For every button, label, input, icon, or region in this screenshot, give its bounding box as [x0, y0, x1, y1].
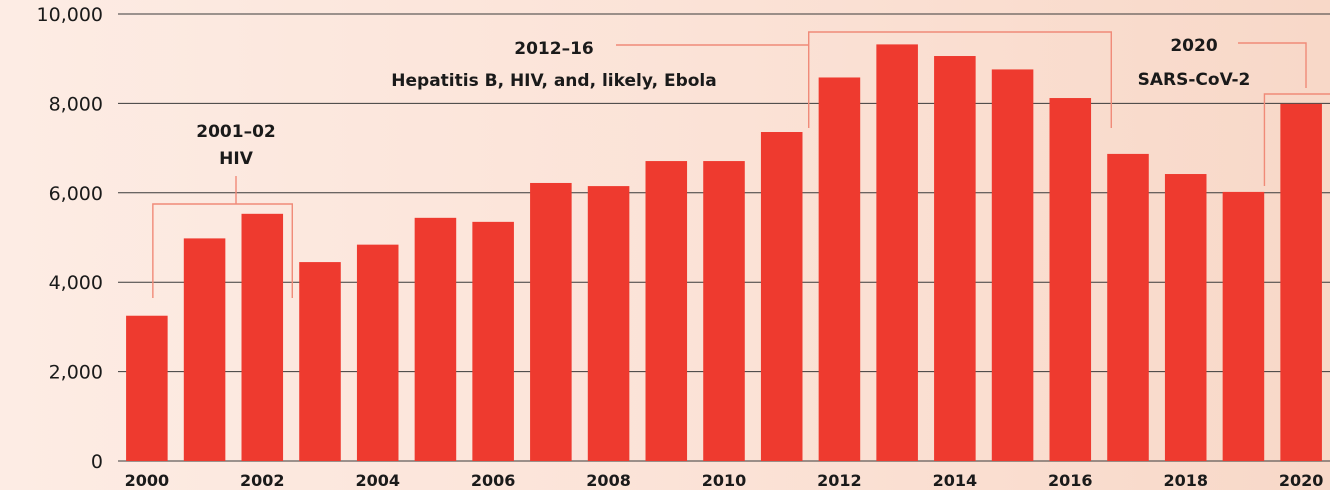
- bar-2014: [934, 56, 976, 461]
- bracket-ebola: [808, 31, 1112, 128]
- x-axis-tick-labels: 2000 2002 2004 2006 2008 2010 2012 2014 2016 2018…: [125, 471, 1324, 490]
- x-tick-label: 2008: [586, 471, 631, 490]
- bar-series: [126, 44, 1322, 462]
- bracket-covid-leader: [1238, 42, 1307, 88]
- y-axis-tick-labels: 0 2,000 4,000 6,000 8,000 10,000: [37, 4, 103, 473]
- x-tick-label: 2000: [125, 471, 170, 490]
- y-tick-label: 2,000: [49, 362, 103, 384]
- x-tick-label: 2018: [1163, 471, 1208, 490]
- annotation-hiv-line1: 2001–02: [196, 122, 275, 142]
- annotation-covid-line1: 2020: [1170, 36, 1217, 56]
- bar-2000: [126, 315, 168, 461]
- bar-2006: [472, 221, 514, 461]
- bar-2011: [760, 132, 803, 461]
- annotation-covid-line2: SARS-CoV-2: [1138, 70, 1251, 90]
- x-tick-label: 2020: [1279, 471, 1324, 490]
- bar-2001: [183, 238, 226, 461]
- bar-2013: [876, 44, 918, 462]
- x-tick-label: 2006: [471, 471, 516, 490]
- bar-2003: [299, 262, 341, 461]
- y-tick-label: 10,000: [37, 4, 103, 26]
- x-tick-label: 2016: [1048, 471, 1093, 490]
- x-tick-label: 2004: [355, 471, 400, 490]
- bar-2017: [1107, 153, 1149, 461]
- bar-2010: [703, 161, 745, 462]
- x-tick-label: 2010: [702, 471, 747, 490]
- bar-2012: [818, 77, 861, 461]
- annotation-ebola-line2: Hepatitis B, HIV, and, likely, Ebola: [391, 71, 716, 91]
- bracket-covid: [1263, 93, 1330, 186]
- y-tick-label: 8,000: [49, 93, 103, 115]
- y-tick-label: 0: [91, 451, 103, 473]
- bar-2004: [356, 244, 399, 461]
- y-tick-label: 4,000: [49, 272, 103, 294]
- bar-2005: [414, 217, 457, 461]
- annotation-ebola-line1: 2012–16: [514, 39, 593, 59]
- annotation-hiv-line2: HIV: [219, 149, 254, 169]
- bar-2020: [1280, 103, 1322, 462]
- bracket-hiv: [152, 203, 293, 298]
- annotations: 2001–02 HIV 2012–16 Hepatitis B, HIV, an…: [152, 31, 1330, 298]
- x-tick-label: 2014: [933, 471, 978, 490]
- bar-2015: [991, 69, 1034, 461]
- bar-2016: [1049, 98, 1092, 461]
- bar-2009: [645, 161, 688, 462]
- bar-2019: [1222, 191, 1265, 461]
- y-tick-label: 6,000: [49, 183, 103, 205]
- x-tick-label: 2002: [240, 471, 285, 490]
- bar-2018: [1164, 174, 1207, 461]
- x-tick-label: 2012: [817, 471, 862, 490]
- bar-2008: [587, 186, 630, 461]
- bar-2007: [530, 182, 572, 461]
- bar-2002: [241, 213, 284, 461]
